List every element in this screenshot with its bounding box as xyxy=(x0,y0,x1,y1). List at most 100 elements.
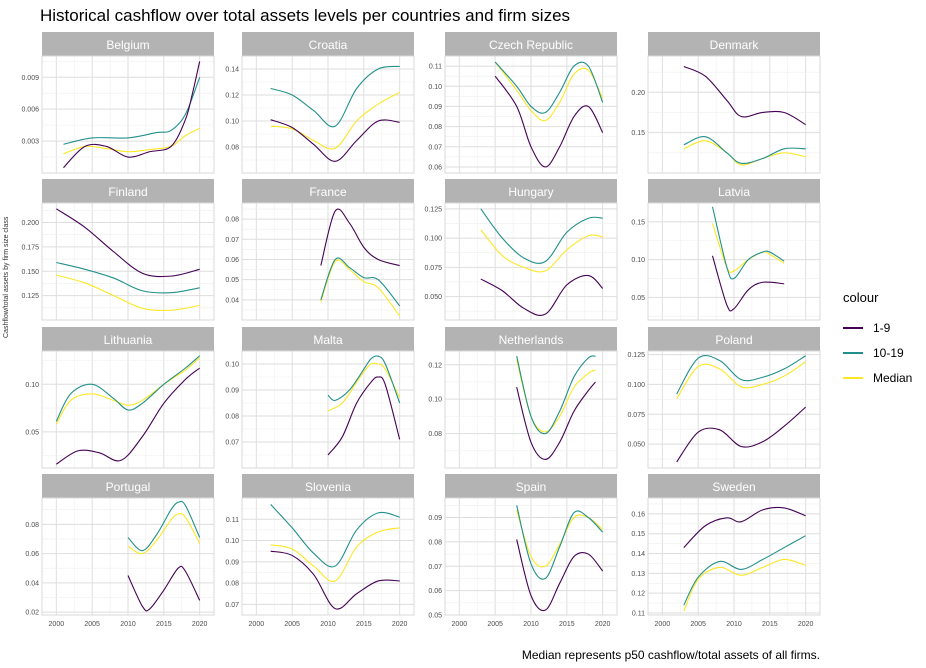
y-tick-label: 0.125 xyxy=(627,352,645,359)
series-line-10-19 xyxy=(56,261,200,294)
legend-label: Median xyxy=(873,370,913,385)
facet-title: Czech Republic xyxy=(489,38,573,52)
legend-swatch xyxy=(843,351,863,354)
legend-label: 1-9 xyxy=(873,320,891,335)
y-tick-label: 0.11 xyxy=(226,517,239,524)
y-tick-label: 0.12 xyxy=(631,591,645,598)
y-tick-label: 0.13 xyxy=(631,571,645,578)
x-tick-label: 2005 xyxy=(690,621,706,628)
facet-strip xyxy=(242,474,414,498)
panel-border xyxy=(241,350,415,469)
y-tick-label: 0.08 xyxy=(225,414,239,421)
facet-strip xyxy=(445,474,617,498)
facet-title: Denmark xyxy=(710,38,760,52)
series-line-median xyxy=(516,359,596,433)
facet-strip xyxy=(445,327,617,351)
series-line-median xyxy=(494,61,604,122)
y-tick-label: 0.05 xyxy=(25,429,39,436)
y-tick-label: 0.06 xyxy=(25,551,39,558)
y-tick-label: 0.050 xyxy=(627,442,645,449)
x-tick-label: 2015 xyxy=(356,621,372,628)
facet-panel: Sweden 0.11 0.12 0.13 0.14 0.15 0.16 2000 2005 20… xyxy=(631,474,821,628)
series-line-10-19 xyxy=(494,61,604,114)
x-tick-label: 2020 xyxy=(798,621,814,628)
x-tick-label: 2010 xyxy=(120,621,136,628)
series-line-1-9 xyxy=(270,119,400,162)
series-line-1-9 xyxy=(270,550,400,610)
facet-title: Portugal xyxy=(106,480,151,494)
y-tick-label: 0.10 xyxy=(631,257,645,264)
series-line-10-19 xyxy=(480,208,603,264)
facet-panel: Slovenia 0.07 0.08 0.09 0.10 0.11 2000 2005 2010… xyxy=(225,474,415,628)
y-tick-label: 0.15 xyxy=(631,531,645,538)
y-tick-label: 0.09 xyxy=(225,388,239,395)
series-line-median xyxy=(63,127,200,155)
facet-strip xyxy=(648,32,820,56)
y-tick-label: 0.10 xyxy=(225,538,239,545)
y-tick-label: 0.02 xyxy=(25,610,39,617)
facet-title: Slovenia xyxy=(305,480,351,494)
x-tick-label: 2020 xyxy=(595,621,611,628)
facet-panel: Portugal 0.02 0.04 0.06 0.08 2000 2005 2010 2015… xyxy=(25,474,215,628)
y-tick-label: 0.150 xyxy=(21,269,39,276)
y-tick-label: 0.09 xyxy=(428,515,442,522)
legend-item-median: Median xyxy=(843,365,912,390)
x-tick-label: 2005 xyxy=(84,621,100,628)
series-line-median xyxy=(270,527,400,582)
series-line-10-19 xyxy=(55,355,201,422)
legend-swatch xyxy=(843,376,863,379)
facet-strip xyxy=(242,327,414,351)
panel-border xyxy=(41,202,215,321)
y-tick-label: 0.125 xyxy=(21,293,39,300)
legend-item-1-9: 1-9 xyxy=(843,315,912,340)
y-tick-label: 0.04 xyxy=(25,580,39,587)
facet-strip xyxy=(242,32,414,56)
y-tick-label: 0.075 xyxy=(424,265,442,272)
facet-title: Netherlands xyxy=(499,333,564,347)
series-line-10-19 xyxy=(516,505,604,580)
facet-title: Finland xyxy=(108,185,147,199)
y-tick-label: 0.100 xyxy=(627,382,645,389)
y-tick-label: 0.050 xyxy=(424,294,442,301)
panel-border xyxy=(444,55,618,174)
facet-panel: Netherlands 0.08 0.10 0.12 xyxy=(428,327,618,469)
series-line-10-19 xyxy=(63,77,201,145)
series-line-1-9 xyxy=(56,367,201,465)
y-tick-label: 0.12 xyxy=(225,93,239,100)
x-tick-label: 2005 xyxy=(284,621,300,628)
facet-title: Croatia xyxy=(309,38,348,52)
y-tick-label: 0.200 xyxy=(21,220,39,227)
facet-strip xyxy=(42,32,214,56)
series-line-10-19 xyxy=(270,504,400,568)
x-tick-label: 2020 xyxy=(192,621,208,628)
y-tick-label: 0.20 xyxy=(631,90,645,97)
y-tick-label: 0.15 xyxy=(631,219,645,226)
y-tick-label: 0.08 xyxy=(225,581,239,588)
y-tick-label: 0.09 xyxy=(225,559,239,566)
facet-panel: France 0.04 0.05 0.06 0.07 0.08 xyxy=(225,179,415,321)
y-tick-label: 0.125 xyxy=(424,206,442,213)
facet-strip xyxy=(42,179,214,203)
series-line-1-9 xyxy=(480,274,604,316)
y-tick-label: 0.11 xyxy=(632,611,645,618)
facet-title: Malta xyxy=(313,333,343,347)
y-tick-label: 0.075 xyxy=(627,412,645,419)
series-line-10-19 xyxy=(711,206,785,280)
legend: colour 1-9 10-19 Median xyxy=(843,290,912,390)
series-line-10-19 xyxy=(320,257,401,307)
caption: Median represents p50 cashflow/total ass… xyxy=(521,648,820,662)
facet-panel: Croatia 0.08 0.10 0.12 0.14 xyxy=(225,32,415,174)
x-tick-label: 2000 xyxy=(249,621,265,628)
facet-panel: Lithuania 0.05 0.10 xyxy=(25,327,215,469)
facet-strip xyxy=(445,32,617,56)
legend-label: 10-19 xyxy=(873,345,904,360)
y-tick-label: 0.08 xyxy=(428,124,442,131)
facet-panel: Czech Republic 0.06 0.07 0.08 0.09 0.10 0.11 xyxy=(428,32,618,174)
series-line-10-19 xyxy=(127,500,201,552)
legend-title: colour xyxy=(843,290,879,305)
series-line-median xyxy=(676,361,806,400)
panel-border xyxy=(41,350,215,469)
facet-title: Poland xyxy=(715,333,752,347)
panel-border xyxy=(647,497,821,616)
series-line-median xyxy=(320,259,401,317)
